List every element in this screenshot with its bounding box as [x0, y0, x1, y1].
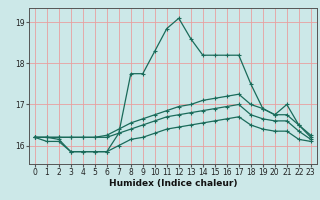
X-axis label: Humidex (Indice chaleur): Humidex (Indice chaleur) [108, 179, 237, 188]
